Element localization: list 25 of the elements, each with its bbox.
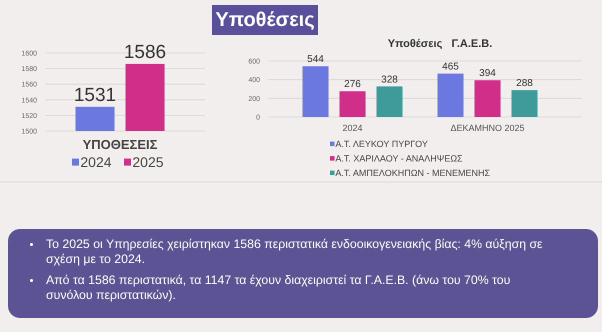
bar	[438, 74, 464, 117]
legend-label: Α.Τ. ΑΜΠΕΛΟΚΗΠΩΝ - ΜΕΝΕΜΕΝΗΣ	[335, 168, 490, 178]
bar	[302, 66, 328, 117]
data-label: 1586	[124, 42, 166, 63]
data-label: 328	[381, 74, 398, 86]
legend-label: 2025	[132, 154, 164, 170]
legend-label: Α.Τ. ΧΑΡΙΛΑΟΥ - ΑΝΑΛΗΨΕΩΣ	[335, 154, 464, 164]
data-label: 288	[516, 78, 534, 90]
data-label: 394	[479, 68, 496, 80]
data-label: 1531	[74, 84, 116, 106]
data-label: 276	[344, 79, 362, 90]
x-tick-label: ΥΠΟΘΕΣΕΙΣ	[82, 137, 158, 152]
text: Το 2025 οι Υπηρεσίες χειρίστηκαν 1586 περιστατικά ενδοοικογενειακής βίας: 4% αύξηση σε σχέση με το 2024.	[46, 237, 544, 267]
bar	[340, 91, 366, 117]
legend-label: Α.Τ. ΛΕΥΚΟΥ ΠΥΡΓΟΥ	[335, 139, 428, 149]
data-label: 465	[442, 62, 460, 73]
bar	[512, 90, 538, 117]
legend-label: 2024	[80, 154, 112, 170]
bar	[376, 86, 402, 117]
text: Από τα 1586 περιστατικά, τα 1147 τα έχουν διαχειριστεί τα Γ.Α.Ε.Β. (άνω του 70% του συνόλου περιστατικών).	[46, 273, 512, 303]
x-tick-label: ΔΕΚΑΜΗΝΟ 2025	[450, 123, 525, 133]
bar	[474, 80, 500, 117]
chart-title: Υποθέσεις Γ.Α.Ε.Β.	[388, 38, 492, 50]
text: Υποθέσεις	[212, 5, 318, 35]
data-label: 544	[307, 54, 324, 66]
